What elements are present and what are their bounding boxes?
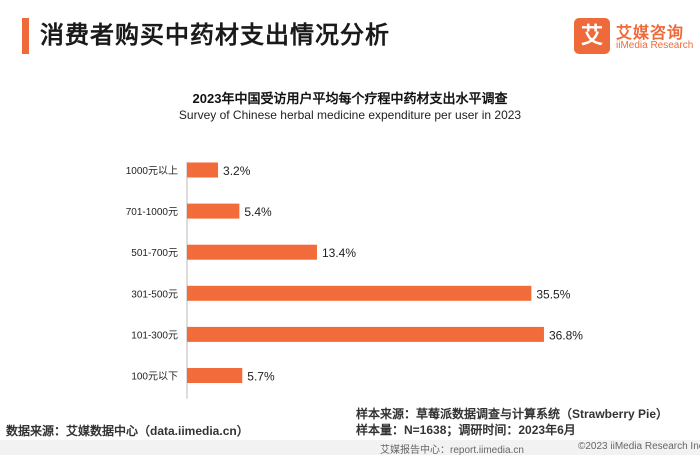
value-label: 5.7% xyxy=(247,370,275,384)
logo-cn-text: 艾媒咨询 xyxy=(616,25,685,42)
data-source: 数据来源：艾媒数据中心（data.iimedia.cn） xyxy=(6,424,249,438)
iimedia-logo: 艾 艾媒咨询 iiMedia Research xyxy=(574,18,694,58)
value-label: 36.8% xyxy=(549,328,583,342)
footer-bar xyxy=(0,440,700,455)
logo-mark: 艾 xyxy=(574,18,610,54)
sample-source: 样本来源：草莓派数据调查与计算系统（Strawberry Pie） xyxy=(356,407,669,421)
category-label: 100元以下 xyxy=(131,372,178,383)
bar xyxy=(187,203,240,219)
title-accent-bar xyxy=(22,18,29,54)
category-label: 701-1000元 xyxy=(126,207,178,218)
value-label: 13.4% xyxy=(322,246,356,260)
page-title: 消费者购买中药材支出情况分析 xyxy=(40,22,390,49)
bar xyxy=(187,368,243,383)
value-label: 3.2% xyxy=(223,164,251,178)
value-label: 5.4% xyxy=(244,205,272,219)
category-label: 101-300元 xyxy=(131,330,178,341)
chart-subtitle: Survey of Chinese herbal medicine expend… xyxy=(178,108,522,122)
sample-size: 样本量：N=1638；调研时间：2023年6月 xyxy=(356,423,576,437)
category-label: 501-700元 xyxy=(131,248,178,259)
bar xyxy=(187,162,219,178)
value-label: 35.5% xyxy=(536,287,570,301)
copyright: ©2023 iiMedia Research Inc xyxy=(578,441,700,452)
report-site: 艾媒报告中心：report.iimedia.cn xyxy=(380,445,524,456)
category-label: 1000元以上 xyxy=(126,165,178,177)
category-label: 301-500元 xyxy=(131,289,178,300)
logo-en-text: iiMedia Research xyxy=(616,40,694,51)
sample-info: 样本来源：草莓派数据调查与计算系统（Strawberry Pie） 样本量：N=… xyxy=(356,406,668,438)
bar xyxy=(187,285,532,301)
chart-title: 2023年中国受访用户平均每个疗程中药材支出水平调查 xyxy=(192,91,508,106)
bar xyxy=(187,326,544,342)
bar xyxy=(187,244,317,260)
